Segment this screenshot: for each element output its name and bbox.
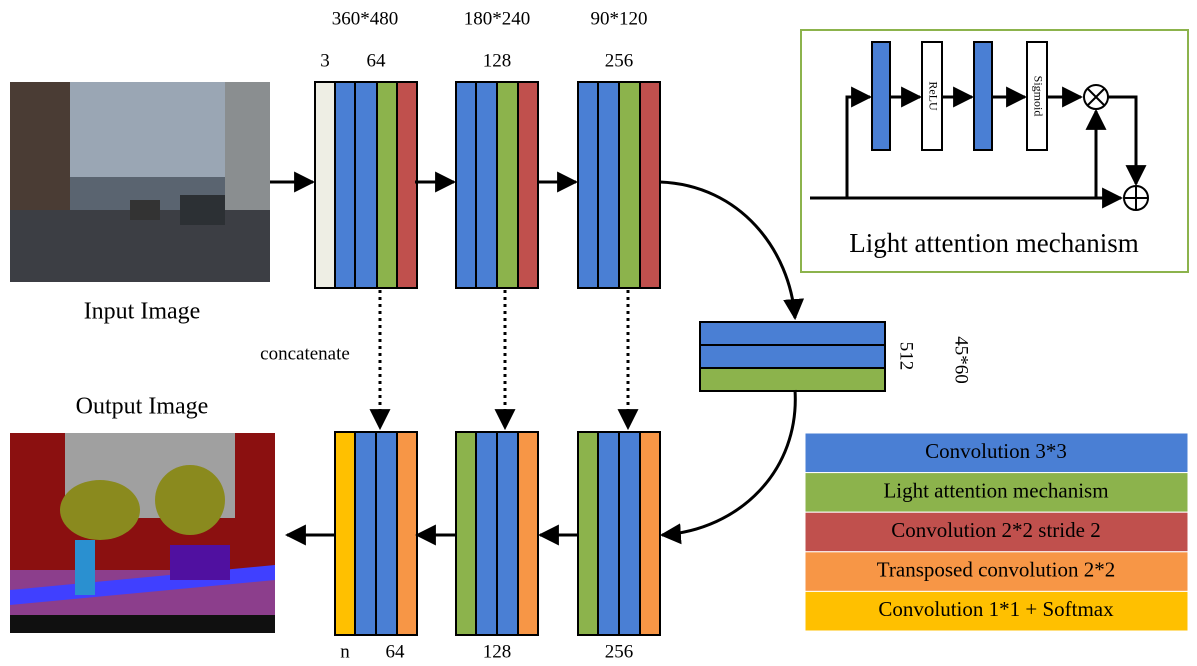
arrow [662, 390, 795, 535]
size-label: 180*240 [464, 8, 531, 29]
channel-label: 256 [605, 50, 634, 71]
layer [518, 432, 538, 635]
layer [497, 82, 518, 288]
legend-label: Light attention mechanism [883, 478, 1108, 502]
channel-label: 128 [483, 50, 512, 71]
attention-box: ReLU Sigmoid Light attention mechanism [801, 30, 1188, 272]
legend-label: Convolution 3*3 [925, 439, 1067, 463]
output-label: Output Image [76, 394, 209, 420]
layer [497, 432, 518, 635]
channel-label: 64 [386, 641, 406, 662]
legend-label: Convolution 2*2 stride 2 [891, 518, 1100, 542]
layer [397, 432, 417, 635]
output-image [10, 433, 275, 633]
layer [315, 82, 335, 288]
channel-label: 3 [320, 50, 330, 71]
arrow [660, 182, 795, 318]
layer [377, 82, 397, 288]
layer [518, 82, 538, 288]
node-label: Sigmoid [1031, 76, 1045, 117]
size-label: 360*480 [332, 8, 399, 29]
layer [456, 82, 476, 288]
layer [355, 432, 376, 635]
input-image [10, 82, 270, 282]
layer [578, 432, 598, 635]
legend-label: Convolution 1*1 + Softmax [878, 597, 1114, 621]
channel-label: 64 [367, 50, 387, 71]
layer [355, 82, 377, 288]
legend: Convolution 3*3 Light attention mechanism… [805, 433, 1188, 631]
blocks [315, 82, 885, 635]
size-label: 90*120 [591, 8, 648, 29]
layer [376, 432, 397, 635]
layer [640, 82, 660, 288]
legend-label: Transposed convolution 2*2 [877, 558, 1115, 582]
layer [476, 432, 497, 635]
size-label: 45*60 [951, 336, 972, 384]
layer [397, 82, 417, 288]
channel-label: 128 [483, 641, 512, 662]
layer [598, 82, 619, 288]
layer [335, 82, 355, 288]
layer [700, 368, 885, 391]
concatenate-label: concatenate [260, 343, 350, 364]
input-label: Input Image [84, 299, 201, 325]
layer [700, 322, 885, 345]
layer [619, 432, 640, 635]
attention-title: Light attention mechanism [849, 228, 1138, 258]
diagram: Input Image Output Image concatenate 360… [0, 0, 1197, 666]
layer [335, 432, 355, 635]
layer [456, 432, 476, 635]
layer [598, 432, 619, 635]
layer [578, 82, 598, 288]
layer [619, 82, 640, 288]
channel-label: 512 [896, 342, 917, 371]
layer [640, 432, 660, 635]
channel-label: n [340, 641, 350, 662]
layer [476, 82, 497, 288]
channel-label: 256 [605, 641, 634, 662]
node-label: ReLU [926, 81, 940, 111]
layer [700, 345, 885, 368]
